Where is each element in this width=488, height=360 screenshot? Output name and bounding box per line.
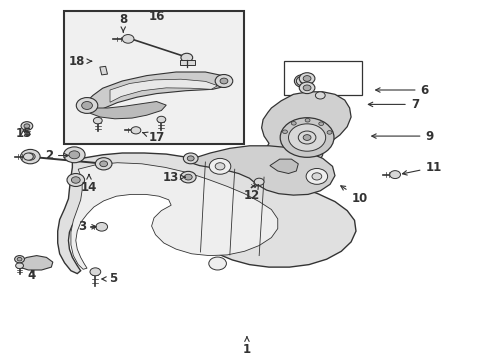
Bar	[63, 11, 244, 144]
Circle shape	[15, 256, 24, 263]
Circle shape	[303, 85, 310, 91]
Text: 5: 5	[102, 273, 117, 285]
Bar	[180, 60, 194, 65]
Circle shape	[90, 268, 101, 276]
Circle shape	[20, 149, 40, 164]
Circle shape	[315, 92, 325, 99]
Text: 9: 9	[371, 130, 433, 143]
Circle shape	[298, 131, 315, 144]
Circle shape	[71, 177, 80, 183]
Circle shape	[303, 76, 310, 81]
Circle shape	[282, 130, 287, 134]
Circle shape	[96, 222, 107, 231]
Polygon shape	[85, 72, 229, 112]
Circle shape	[280, 118, 333, 157]
Circle shape	[318, 122, 323, 126]
Circle shape	[305, 118, 309, 122]
Polygon shape	[71, 163, 277, 269]
Circle shape	[25, 153, 35, 160]
Circle shape	[180, 171, 196, 183]
Text: 10: 10	[340, 186, 367, 204]
Text: 16: 16	[148, 10, 164, 23]
Polygon shape	[58, 153, 355, 274]
Circle shape	[215, 163, 224, 170]
Circle shape	[95, 158, 112, 170]
Circle shape	[24, 124, 30, 128]
Circle shape	[208, 257, 226, 270]
Circle shape	[16, 263, 23, 269]
Circle shape	[389, 171, 400, 179]
Text: 11: 11	[402, 161, 441, 175]
Circle shape	[326, 131, 331, 134]
Circle shape	[254, 178, 264, 185]
Text: 1: 1	[243, 337, 250, 356]
Text: 2: 2	[45, 149, 68, 162]
Circle shape	[22, 122, 32, 130]
Circle shape	[122, 35, 134, 43]
Circle shape	[69, 151, 80, 159]
Polygon shape	[19, 256, 53, 270]
Circle shape	[17, 257, 22, 261]
Text: 12: 12	[243, 185, 260, 202]
Circle shape	[298, 78, 307, 84]
Text: 13: 13	[163, 171, 184, 184]
Text: 18: 18	[69, 55, 91, 68]
Circle shape	[296, 76, 309, 86]
Bar	[100, 66, 107, 75]
Circle shape	[305, 168, 327, 184]
Text: 6: 6	[375, 84, 428, 96]
Circle shape	[183, 153, 198, 164]
Circle shape	[100, 161, 107, 167]
Bar	[283, 61, 361, 95]
Circle shape	[303, 135, 310, 140]
Text: 15: 15	[15, 127, 32, 140]
Circle shape	[131, 127, 141, 134]
Circle shape	[93, 117, 102, 124]
Circle shape	[294, 75, 311, 87]
Circle shape	[299, 82, 314, 94]
Circle shape	[21, 122, 33, 130]
Circle shape	[220, 78, 227, 84]
Text: 3: 3	[78, 220, 96, 233]
Polygon shape	[261, 92, 350, 174]
Polygon shape	[85, 102, 166, 119]
Polygon shape	[110, 79, 217, 102]
Text: 7: 7	[367, 98, 418, 111]
Text: 4: 4	[28, 269, 36, 282]
Polygon shape	[269, 159, 298, 174]
Circle shape	[215, 75, 232, 87]
Circle shape	[81, 102, 92, 109]
Circle shape	[23, 153, 33, 160]
Circle shape	[311, 173, 321, 180]
Circle shape	[291, 121, 296, 125]
Circle shape	[184, 174, 192, 180]
Circle shape	[67, 174, 84, 186]
Circle shape	[76, 98, 98, 113]
Text: 8: 8	[119, 13, 127, 32]
Text: 14: 14	[81, 175, 97, 194]
Polygon shape	[189, 146, 334, 195]
Circle shape	[181, 53, 192, 62]
Circle shape	[209, 158, 230, 174]
Text: 17: 17	[142, 131, 164, 144]
Circle shape	[299, 73, 314, 84]
Circle shape	[187, 156, 194, 161]
Circle shape	[288, 124, 325, 151]
Circle shape	[63, 147, 85, 163]
Circle shape	[157, 116, 165, 123]
Circle shape	[300, 79, 305, 83]
